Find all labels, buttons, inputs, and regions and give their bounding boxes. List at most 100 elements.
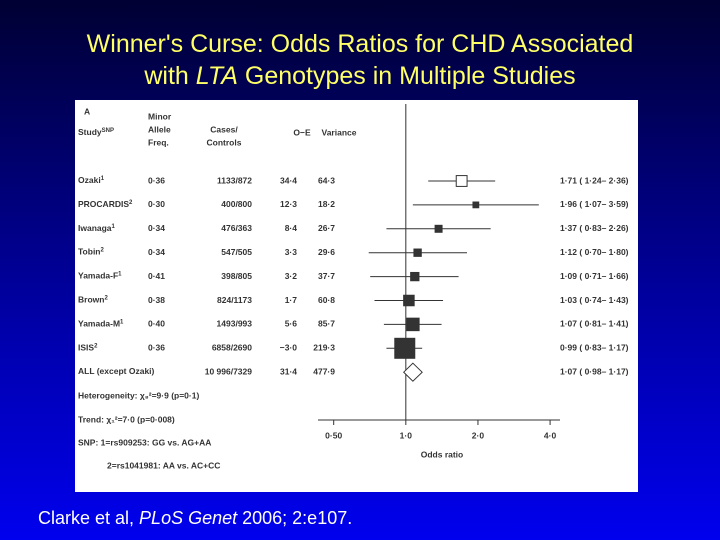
study-ref: 1 bbox=[120, 319, 124, 325]
variance: 29·6 bbox=[318, 247, 335, 257]
study-ref: 2 bbox=[94, 343, 98, 349]
variance: 85·7 bbox=[318, 319, 335, 329]
study-ref: 1 bbox=[112, 223, 116, 229]
title-text: with bbox=[143, 62, 195, 90]
header-sup: SNP bbox=[102, 128, 114, 134]
citation-text: 2006; 2:e107. bbox=[237, 508, 352, 528]
footnote: 2=rs1041981: AA vs. AC+CC bbox=[107, 460, 220, 470]
pooled-diamond bbox=[403, 362, 423, 382]
odds-ratio-label: 1·07 ( 0·98– 1·17) bbox=[560, 366, 629, 376]
allele-freq: 0·30 bbox=[148, 199, 165, 209]
odds-ratio-label: 0·99 ( 0·83– 1·17) bbox=[560, 343, 629, 353]
study-text: Ozaki bbox=[78, 175, 101, 185]
citation: Clarke et al, PLoS Genet 2006; 2:e107. bbox=[38, 508, 352, 528]
figure-panel bbox=[75, 100, 638, 492]
study-text: Yamada-F bbox=[78, 271, 118, 281]
o-minus-e: 12·3 bbox=[280, 199, 297, 209]
column-header: Freq. bbox=[148, 137, 169, 147]
x-tick-label: 0·50 bbox=[325, 430, 342, 440]
odds-ratio-label: 1·96 ( 1·07– 3·59) bbox=[560, 199, 629, 209]
odds-ratio-label: 1·09 ( 0·71– 1·66) bbox=[560, 271, 629, 281]
header-text: Study bbox=[78, 127, 102, 137]
cases-controls: 476/363 bbox=[221, 223, 252, 233]
forest-plot: A StudySNP Minor Allele Freq. Cases/Controls O… bbox=[78, 104, 629, 470]
column-header: Minor bbox=[148, 111, 172, 121]
x-tick-label: 1·0 bbox=[400, 430, 413, 440]
variance: 477·9 bbox=[313, 366, 335, 376]
allele-freq: 0·40 bbox=[148, 319, 165, 329]
variance: 37·7 bbox=[318, 271, 335, 281]
o-minus-e: 31·4 bbox=[280, 366, 297, 376]
study-name: Iwanaga1 bbox=[78, 223, 116, 233]
allele-freq: 0·41 bbox=[148, 271, 165, 281]
study-text: Brown bbox=[78, 295, 104, 305]
odds-ratio-label: 1·03 ( 0·74– 1·43) bbox=[560, 295, 629, 305]
odds-ratio-box bbox=[403, 294, 415, 307]
o-minus-e: 5·6 bbox=[285, 319, 298, 329]
o-minus-e: −3·0 bbox=[280, 343, 298, 353]
citation-text: PLoS Genet bbox=[139, 508, 238, 528]
column-header: O−E bbox=[293, 127, 311, 137]
study-text: PROCARDIS bbox=[78, 199, 129, 209]
odds-ratio-box bbox=[413, 248, 422, 257]
o-minus-e: 1·7 bbox=[285, 295, 298, 305]
cases-controls: 824/1173 bbox=[217, 295, 252, 305]
x-tick-label: 2·0 bbox=[472, 430, 485, 440]
odds-ratio-box bbox=[434, 224, 443, 233]
odds-ratio-label: 1·37 ( 0·83– 2·26) bbox=[560, 223, 629, 233]
cases-controls: 10 996/7329 bbox=[205, 366, 253, 376]
slide-title: Winner's Curse: Odds Ratios for CHD Asso… bbox=[87, 30, 634, 58]
study-text: Tobin bbox=[78, 247, 101, 257]
column-header: StudySNP bbox=[78, 127, 114, 137]
odds-ratio-label: 1·71 ( 1·24– 2·36) bbox=[560, 175, 629, 185]
column-header: Cases/ bbox=[210, 124, 238, 134]
footnote: SNP: 1=rs909253: GG vs. AG+AA bbox=[78, 437, 211, 447]
study-ref: 2 bbox=[101, 247, 105, 253]
footnote: Trend: χ₁²=7·0 (p=0·008) bbox=[78, 414, 175, 424]
odds-ratio-box bbox=[394, 337, 416, 359]
cases-controls: 400/800 bbox=[221, 199, 252, 209]
allele-freq: 0·34 bbox=[148, 247, 165, 257]
title-text: Genotypes in Multiple Studies bbox=[238, 62, 576, 90]
slide-title: with LTA Genotypes in Multiple Studies bbox=[143, 62, 575, 90]
allele-freq: 0·34 bbox=[148, 223, 165, 233]
odds-ratio-box bbox=[406, 317, 420, 332]
cases-controls: 547/505 bbox=[221, 247, 252, 257]
x-axis-label: Odds ratio bbox=[421, 449, 464, 459]
odds-ratio-label: 1·07 ( 0·81– 1·41) bbox=[560, 319, 629, 329]
study-name: PROCARDIS2 bbox=[78, 199, 133, 209]
study-ref: 1 bbox=[101, 176, 105, 182]
study-name: ISIS2 bbox=[78, 343, 98, 353]
citation-text: Clarke et al, bbox=[38, 508, 139, 528]
study-text: Iwanaga bbox=[78, 223, 112, 233]
odds-ratio-box bbox=[472, 201, 480, 209]
o-minus-e: 34·4 bbox=[280, 175, 297, 185]
variance: 219·3 bbox=[313, 343, 335, 353]
study-ref: 2 bbox=[129, 199, 133, 205]
study-ref: 1 bbox=[118, 271, 122, 277]
column-header: Allele bbox=[148, 124, 171, 134]
study-text: ISIS bbox=[78, 343, 94, 353]
footnote: Heterogeneity: χ₈²=9·9 (p=0·1) bbox=[78, 390, 199, 400]
study-name: Yamada-M1 bbox=[78, 319, 124, 329]
title-line: Winner's Curse: Odds Ratios for CHD Asso… bbox=[87, 30, 634, 58]
cases-controls: 398/805 bbox=[221, 271, 252, 281]
odds-ratio-box bbox=[455, 175, 468, 187]
allele-freq: 0·36 bbox=[148, 175, 165, 185]
variance: 26·7 bbox=[318, 223, 335, 233]
cases-controls: 1133/872 bbox=[217, 175, 252, 185]
study-name: ALL (except Ozaki) bbox=[78, 366, 155, 376]
variance: 64·3 bbox=[318, 175, 335, 185]
study-name: Tobin2 bbox=[78, 247, 105, 257]
study-name: Brown2 bbox=[78, 295, 108, 305]
study-name: Ozaki1 bbox=[78, 175, 105, 185]
allele-freq: 0·38 bbox=[148, 295, 165, 305]
variance: 18·2 bbox=[318, 199, 335, 209]
allele-freq: 0·36 bbox=[148, 343, 165, 353]
x-tick-label: 4·0 bbox=[544, 430, 557, 440]
study-name: Yamada-F1 bbox=[78, 271, 122, 281]
study-text: ALL (except Ozaki) bbox=[78, 366, 155, 376]
odds-ratio-label: 1·12 ( 0·70– 1·80) bbox=[560, 247, 629, 257]
panel-label: A bbox=[84, 106, 90, 116]
o-minus-e: 3·3 bbox=[285, 247, 298, 257]
